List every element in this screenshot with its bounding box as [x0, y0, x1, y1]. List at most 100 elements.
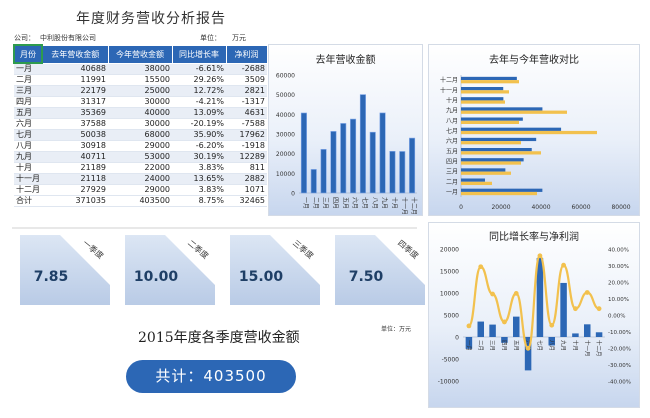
table-cell[interactable]: 35369 [42, 107, 108, 119]
table-cell[interactable]: 3.83% [172, 184, 226, 196]
y2-tick-label: 30.00% [608, 264, 629, 270]
y-tick-label: 四月 [446, 158, 458, 165]
table-cell[interactable]: 三月 [14, 85, 42, 97]
table-cell[interactable]: 403500 [108, 195, 172, 207]
table-cell[interactable]: -1317 [226, 96, 267, 108]
table-cell[interactable]: 40000 [108, 107, 172, 119]
table-cell[interactable]: 12.72% [172, 85, 226, 97]
table-cell[interactable]: 2882 [226, 173, 267, 185]
table-cell[interactable]: 21189 [42, 162, 108, 174]
table-header-cell[interactable]: 月份 [13, 44, 43, 64]
table-cell[interactable]: 一月 [14, 63, 42, 75]
y-tick-label: 20000 [276, 151, 295, 158]
y-tick-label: 十一月 [440, 86, 458, 94]
table-cell[interactable]: 29.26% [172, 74, 226, 86]
line-point [513, 291, 519, 296]
table-cell[interactable]: -20.19% [172, 118, 226, 130]
table-cell[interactable]: 六月 [14, 118, 42, 130]
bar [461, 181, 492, 186]
table-cell[interactable]: 811 [226, 162, 267, 174]
table-cell[interactable]: 13.65% [172, 173, 226, 185]
table-cell[interactable]: 50038 [42, 129, 108, 141]
table-cell[interactable]: -2688 [226, 63, 267, 75]
growth-profit-panel: 同比增长率与净利润 -10000 -5000 0 5000 10000 15000 2000… [428, 222, 640, 408]
table-cell[interactable]: 17962 [226, 129, 267, 141]
table-cell[interactable]: 15500 [108, 74, 172, 86]
table-cell[interactable]: 31317 [42, 96, 108, 108]
table-cell[interactable]: 九月 [14, 151, 42, 163]
last-year-revenue-panel: 去年营收金额 0 10000 20000 30000 40000 50000 60000 一月… [268, 44, 423, 216]
table-cell[interactable]: 21118 [42, 173, 108, 185]
bar [330, 131, 337, 194]
table-cell[interactable]: 30918 [42, 140, 108, 152]
table-cell[interactable]: 22179 [42, 85, 108, 97]
table-cell[interactable]: 11991 [42, 74, 108, 86]
table-cell[interactable]: 30000 [108, 96, 172, 108]
table-cell[interactable]: 13.09% [172, 107, 226, 119]
table-cell[interactable]: 12289 [226, 151, 267, 163]
table-cell[interactable]: -6.20% [172, 140, 226, 152]
y2-tick-label: -10.00% [608, 330, 631, 336]
table-cell[interactable]: 53000 [108, 151, 172, 163]
table-cell[interactable]: -6.61% [172, 63, 226, 75]
table-cell[interactable]: 32465 [226, 195, 267, 207]
table-cell[interactable]: 五月 [14, 107, 42, 119]
table-cell[interactable]: 七月 [14, 129, 42, 141]
x-tick-label: 三月 [322, 197, 329, 209]
table-cell[interactable]: 30000 [108, 118, 172, 130]
x-tick-label: 一月 [465, 340, 472, 351]
bar [512, 316, 520, 337]
table-cell[interactable]: 25000 [108, 85, 172, 97]
table-cell[interactable]: 四月 [14, 96, 42, 108]
table-total-row: 合计 371035 403500 8.75% 32465 [14, 195, 267, 207]
table-cell[interactable]: 40711 [42, 151, 108, 163]
x-tick-label: 四月 [331, 197, 338, 209]
table-cell[interactable]: 40688 [42, 63, 108, 75]
bar [379, 112, 386, 194]
table-cell[interactable]: 35.90% [172, 129, 226, 141]
table-cell[interactable]: 30.19% [172, 151, 226, 163]
table-row: 一月 40688 38000 -6.61% -2688 [14, 63, 267, 75]
table-cell[interactable]: 37588 [42, 118, 108, 130]
y-tick-label: 二月 [446, 179, 458, 186]
table-cell[interactable]: 24000 [108, 173, 172, 185]
table-cell[interactable]: -7588 [226, 118, 267, 130]
bar [461, 117, 523, 121]
table-header-cell[interactable]: 同比增长率 [171, 44, 227, 64]
bar [320, 149, 327, 194]
table-cell[interactable]: 22000 [108, 162, 172, 174]
table-cell[interactable]: 2821 [226, 85, 267, 97]
table-cell[interactable]: 八月 [14, 140, 42, 152]
table-cell[interactable]: 68000 [108, 129, 172, 141]
table-cell[interactable]: 合计 [14, 195, 42, 207]
table-header-cell[interactable]: 净利润 [225, 44, 268, 64]
bar [461, 107, 543, 111]
table-cell[interactable]: 二月 [14, 74, 42, 86]
total-revenue-button[interactable]: 共计：403500 [126, 360, 296, 393]
bar [548, 337, 556, 346]
table-header-cell[interactable]: 今年营收金额 [107, 44, 173, 64]
quarter-value: 7.50 [348, 269, 384, 285]
y-tick-label: 六月 [446, 137, 458, 145]
table-cell[interactable]: 27929 [42, 184, 108, 196]
table-cell[interactable]: 3509 [226, 74, 267, 86]
table-cell[interactable]: 371035 [42, 195, 108, 207]
table-cell[interactable]: 8.75% [172, 195, 226, 207]
table-row: 六月 37588 30000 -20.19% -7588 [14, 118, 267, 130]
table-row: 十月 21189 22000 3.83% 811 [14, 162, 267, 174]
table-cell[interactable]: 十一月 [14, 173, 42, 185]
table-cell[interactable]: 4631 [226, 107, 267, 119]
table-cell[interactable]: -1918 [226, 140, 267, 152]
table-cell[interactable]: 29000 [108, 184, 172, 196]
table-cell[interactable]: -4.21% [172, 96, 226, 108]
table-cell[interactable]: 38000 [108, 63, 172, 75]
x-tick-label: 四月 [500, 340, 507, 351]
table-cell[interactable]: 十二月 [14, 184, 42, 196]
bar [461, 86, 504, 91]
table-cell[interactable]: 1071 [226, 184, 267, 196]
table-cell[interactable]: 29000 [108, 140, 172, 152]
table-cell[interactable]: 十月 [14, 162, 42, 174]
table-cell[interactable]: 3.83% [172, 162, 226, 174]
bar [461, 178, 485, 182]
table-header-cell[interactable]: 去年营收金额 [41, 44, 109, 64]
